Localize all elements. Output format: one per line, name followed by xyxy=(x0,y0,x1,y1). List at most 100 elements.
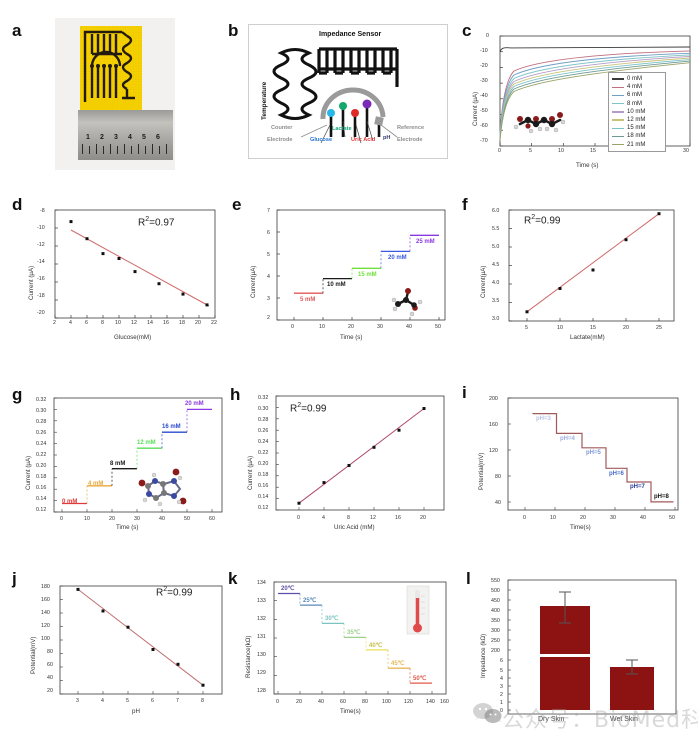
panel-j-xlabel: pH xyxy=(132,708,140,715)
panel-c: Current (µA) Time (s) 0 -10 -20 -30 -40 … xyxy=(472,33,691,169)
panel-d-r2: R2=0.97 xyxy=(138,216,175,229)
legend-item: 18 mM xyxy=(612,132,662,140)
legend-item: 21 mM xyxy=(612,141,662,149)
glucose-electrode-dot xyxy=(327,109,335,117)
legend-item: 4 mM xyxy=(612,83,662,91)
panel-label-l: l xyxy=(466,569,471,588)
panel-e-step-label: 5 mM xyxy=(300,297,316,303)
ph-electrode-dot xyxy=(362,99,372,109)
panel-g: Current (µA) Time (s) 0.32 0.30 0.28 0.2… xyxy=(24,382,229,540)
ruler-digit: 1 xyxy=(86,134,90,141)
glucose-label: Glucose xyxy=(310,137,333,143)
reference-electrode-label-line2: Electrode xyxy=(397,137,423,143)
panel-k-step-label: 50℃ xyxy=(413,676,427,682)
panel-l: Impedance (kΩ) 550 500 450 400 350 300 2… xyxy=(478,566,688,734)
panel-g-step-label: 12 mM xyxy=(137,440,156,446)
panel-e-step-label: 10 mM xyxy=(327,282,346,288)
legend-item: 10 mM xyxy=(612,108,662,116)
panel-g-step-label: 20 mM xyxy=(185,401,204,407)
ruler-digit: 2 xyxy=(100,134,104,141)
panel-k-step-label: 30℃ xyxy=(325,616,339,622)
panel-e: Current(µA) Time (s) 7 6 5 4 3 2 0 10 20… xyxy=(248,192,448,350)
uric-acid-label: Uric Acid xyxy=(351,137,376,143)
panel-label-h: h xyxy=(230,385,241,404)
panel-f-xlabel: Lactate(mM) xyxy=(570,334,605,341)
watermark-text: 公众号：BioMed科技 xyxy=(502,708,698,733)
panel-label-d: d xyxy=(12,195,23,214)
panel-e-step-label: 20 mM xyxy=(388,255,407,261)
panel-l-category-wet: Wet Skin xyxy=(610,716,638,723)
panel-j: Potential(mV) pH R2=0.99 180 160 140 120… xyxy=(28,566,228,724)
panel-k-step-label: 35℃ xyxy=(347,630,361,636)
schematic-frame: Impedance Sensor Temperature xyxy=(248,24,448,159)
panel-label-k: k xyxy=(228,569,238,588)
ruler-digit: 5 xyxy=(142,134,146,141)
lactate-electrode-dot xyxy=(339,102,347,110)
panel-g-xlabel: Time (s) xyxy=(116,524,139,531)
panel-i: Potential(mV) Time(s) 200 160 120 80 40 … xyxy=(476,382,684,540)
panel-k-step-label: 20℃ xyxy=(281,586,295,592)
panel-g-step-label: 16 mM xyxy=(162,424,181,430)
panel-label-f: f xyxy=(462,195,468,214)
panel-h-xlabel: Uric Acid (mM) xyxy=(334,524,375,531)
panel-i-step-label: pH=6 xyxy=(609,471,624,477)
lactate-label: Lactate xyxy=(332,126,352,132)
wechat-icon xyxy=(472,702,502,724)
reference-electrode-label-line1: Reference xyxy=(397,125,425,131)
panel-i-step-label: pH=5 xyxy=(586,450,601,456)
panel-h: Current (µA) Uric Acid (mM) R2=0.99 0.32… xyxy=(246,382,451,540)
uric-acid-electrode-dot xyxy=(351,109,359,117)
panel-g-step-label: 0 mM xyxy=(62,499,78,505)
panel-k-xlabel: Time(s) xyxy=(340,708,361,715)
ruler-digit: 6 xyxy=(156,134,160,141)
panel-j-r2: R2=0.99 xyxy=(156,586,193,599)
legend-item: 15 mM xyxy=(612,124,662,132)
panel-e-xlabel: Time (s) xyxy=(340,334,363,341)
legend-item: 0 mM xyxy=(612,75,662,83)
sensor-photograph: 1 2 3 4 5 6 xyxy=(55,18,175,170)
panel-label-g: g xyxy=(12,385,23,404)
axis-break-gap xyxy=(540,654,590,657)
panel-label-i: i xyxy=(462,383,467,402)
panel-i-step-label: pH=4 xyxy=(560,436,575,442)
ruler-digit: 4 xyxy=(128,134,132,141)
panel-k-step-label: 25℃ xyxy=(303,598,317,604)
ruler: 1 2 3 4 5 6 xyxy=(78,110,173,160)
lactate-molecule-icon xyxy=(391,288,423,317)
uric-acid-molecule-icon xyxy=(138,468,187,507)
panel-label-j: j xyxy=(12,569,17,588)
panel-f-r2: R2=0.99 xyxy=(524,214,561,227)
panel-b: Impedance Sensor Temperature xyxy=(248,24,448,164)
panel-a: 1 2 3 4 5 6 xyxy=(55,18,175,170)
panel-c-legend: 0 mM 4 mM 6 mM 8 mM 10 mM 12 mM 15 mM 18… xyxy=(608,72,666,152)
panel-label-c: c xyxy=(462,21,472,40)
legend-item: 8 mM xyxy=(612,100,662,108)
panel-f: Current(µA) Lactate(mM) R2=0.99 6.0 5.5 … xyxy=(478,192,683,350)
legend-item: 6 mM xyxy=(612,91,662,99)
panel-g-step-label: 4 mM xyxy=(88,481,104,487)
impedance-sensor-title: Impedance Sensor xyxy=(319,31,382,38)
panel-label-b: b xyxy=(228,21,239,40)
panel-i-step-label: pH=8 xyxy=(654,494,669,500)
panel-g-step-label: 8 mM xyxy=(110,461,126,467)
flexible-sensor-chip xyxy=(80,26,142,111)
panel-i-xlabel: Time(s) xyxy=(570,524,591,531)
panel-h-r2: R2=0.99 xyxy=(290,402,327,415)
thermometer-icon xyxy=(406,585,430,635)
panel-k: Resistance(kΩ) Time(s) 134 133 132 131 1… xyxy=(245,580,449,715)
panel-label-a: a xyxy=(12,21,22,40)
panel-e-step-label: 25 mM xyxy=(416,239,435,245)
ruler-digit: 3 xyxy=(114,134,118,141)
panel-c-xlabel: Time (s) xyxy=(576,162,599,169)
panel-k-step-label: 40℃ xyxy=(369,643,383,649)
panel-e-step-label: 15 mM xyxy=(358,272,377,278)
counter-electrode-label-line2: Electrode xyxy=(267,137,293,143)
panel-label-e: e xyxy=(232,195,242,214)
reference-electrode-marker xyxy=(374,116,384,126)
panel-d-xlabel: Glucose(mM) xyxy=(114,334,152,341)
panel-l-category-dry: Dry Skin xyxy=(538,716,565,723)
glucose-molecule-icon xyxy=(513,112,566,134)
panel-i-step-label: pH=3 xyxy=(536,416,551,422)
panel-d: Current (µA) Glucose(mM) R2=0.97 -8 -10 … xyxy=(28,208,217,341)
